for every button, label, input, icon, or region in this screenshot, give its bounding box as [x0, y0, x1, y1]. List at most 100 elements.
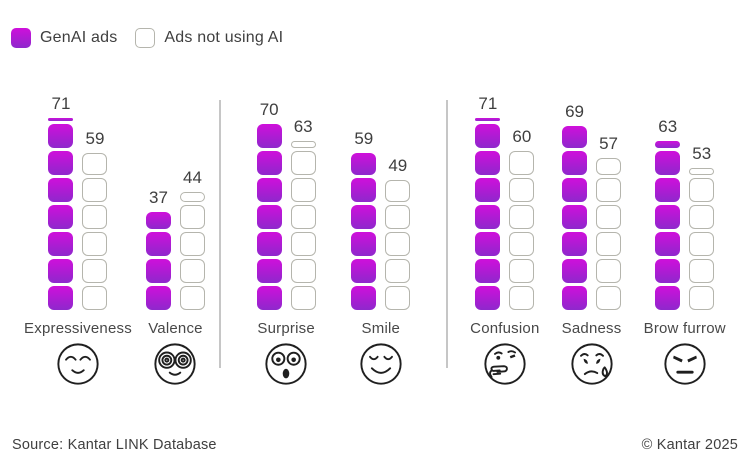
bar-partial-block: [475, 118, 501, 121]
bar-value-label: 57: [599, 134, 619, 153]
category-label: Brow furrow: [643, 320, 726, 337]
bar-block: [509, 259, 535, 283]
bar-partial-block: [596, 158, 622, 175]
metric-sadness: 69 57 Sadness: [562, 92, 622, 387]
bar-block: [256, 205, 282, 229]
bar-partial-block: [655, 141, 681, 148]
bar-genai-ads: 59: [351, 129, 377, 310]
bar-block: [689, 205, 715, 229]
bar-block: [351, 178, 377, 202]
bar-pair: 37 44: [145, 92, 205, 310]
bar-block: [145, 232, 171, 256]
bar-block: [82, 259, 108, 283]
bar-block: [290, 286, 316, 310]
bar-genai-ads: 71: [48, 94, 74, 310]
bar-pair: 70 63: [256, 92, 316, 310]
bar-genai-ads: 70: [256, 100, 282, 310]
category-label: Valence: [148, 320, 203, 337]
metric-group-2: 70 63 Surprise 59 49 Smile: [221, 92, 446, 387]
emotion-chart: 71 59 Expressiveness 37 44 Valence 70 63 Surpris…: [0, 92, 750, 387]
metric-smile: 59 49 Smile: [351, 92, 411, 387]
bar-block: [689, 286, 715, 310]
bar-block: [48, 286, 74, 310]
category-label: Expressiveness: [24, 320, 132, 337]
copyright-text: © Kantar 2025: [641, 437, 738, 453]
bar-value-label: 63: [293, 117, 313, 136]
bar-block: [475, 259, 501, 283]
bar-block: [179, 259, 205, 283]
bar-block: [256, 124, 282, 148]
bar-pair: 63 53: [655, 92, 715, 310]
bar-ads-not-using-ai: 49: [385, 156, 411, 310]
bar-block: [689, 259, 715, 283]
bar-value-label: 60: [512, 127, 532, 146]
bar-genai-ads: 37: [145, 188, 171, 310]
bar-value-label: 37: [148, 188, 168, 207]
bar-block: [48, 151, 74, 175]
bar-block: [475, 178, 501, 202]
bar-block: [385, 259, 411, 283]
category-label: Confusion: [470, 320, 540, 337]
bar-ads-not-using-ai: 63: [290, 117, 316, 310]
bar-partial-block: [145, 212, 171, 229]
bar-partial-block: [689, 168, 715, 175]
bar-block: [351, 286, 377, 310]
legend: GenAI ads Ads not using AI: [11, 28, 750, 48]
bar-value-label: 70: [259, 100, 279, 119]
bar-block: [351, 232, 377, 256]
bar-block: [562, 259, 588, 283]
bar-block: [385, 232, 411, 256]
bar-block: [475, 205, 501, 229]
bar-block: [290, 232, 316, 256]
bar-block: [475, 232, 501, 256]
no-ai-swatch-icon: [135, 28, 156, 48]
bar-block: [475, 124, 501, 148]
bar-block: [509, 178, 535, 202]
bar-block: [562, 232, 588, 256]
bar-partial-block: [351, 153, 377, 175]
bar-block: [256, 286, 282, 310]
bar-block: [82, 178, 108, 202]
bar-block: [655, 151, 681, 175]
bar-block: [290, 151, 316, 175]
bar-block: [596, 205, 622, 229]
category-label: Sadness: [561, 320, 622, 337]
bar-block: [256, 232, 282, 256]
bar-block: [82, 286, 108, 310]
bar-block: [509, 151, 535, 175]
bar-block: [562, 151, 588, 175]
bar-block: [145, 259, 171, 283]
bar-block: [290, 259, 316, 283]
bar-block: [256, 151, 282, 175]
bar-block: [290, 178, 316, 202]
bar-block: [256, 178, 282, 202]
smiling-face-icon: [358, 341, 404, 387]
bar-genai-ads: 71: [475, 94, 501, 310]
legend-label: GenAI ads: [40, 29, 118, 46]
bar-block: [475, 151, 501, 175]
category-label: Smile: [361, 320, 401, 337]
bar-pair: 69 57: [562, 92, 622, 310]
bar-partial-block: [82, 153, 108, 175]
bar-block: [385, 205, 411, 229]
bar-genai-ads: 63: [655, 117, 681, 310]
group-separator: [446, 100, 448, 368]
bar-block: [655, 259, 681, 283]
bar-block: [562, 286, 588, 310]
bar-block: [509, 205, 535, 229]
bar-block: [351, 259, 377, 283]
bar-block: [596, 286, 622, 310]
bar-value-label: 71: [478, 94, 498, 113]
legend-item-no-ai: Ads not using AI: [135, 28, 283, 48]
metric-valence: 37 44 Valence: [145, 92, 205, 387]
footer: Source: Kantar LINK Database © Kantar 20…: [12, 437, 738, 453]
bar-block: [48, 232, 74, 256]
bar-block: [689, 232, 715, 256]
bar-block: [179, 286, 205, 310]
bar-value-label: 44: [182, 168, 202, 187]
genai-swatch-icon: [11, 28, 31, 48]
bar-partial-block: [48, 118, 74, 121]
bar-block: [48, 259, 74, 283]
bar-block: [82, 205, 108, 229]
bar-block: [290, 205, 316, 229]
